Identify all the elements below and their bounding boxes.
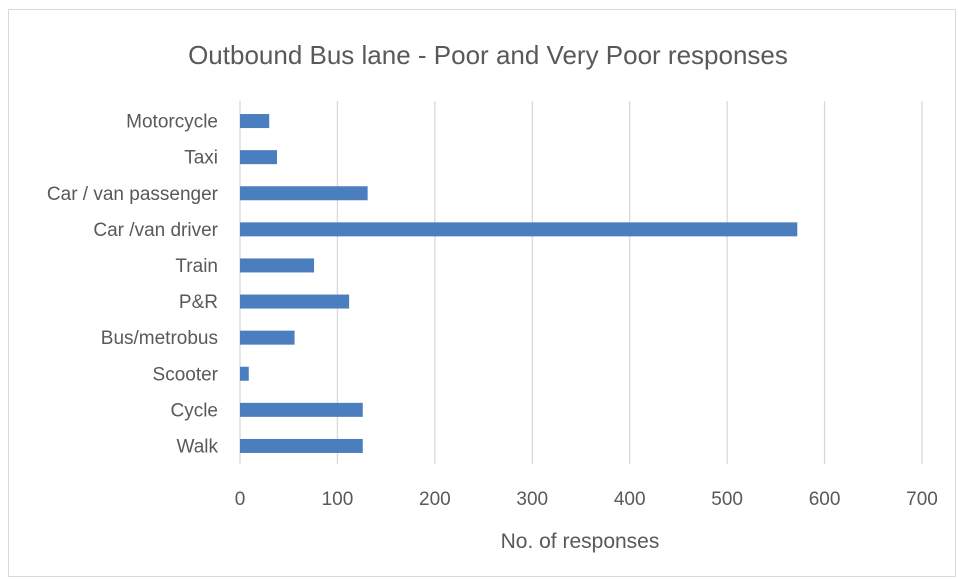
category-label: Car /van driver (93, 220, 218, 241)
bar (240, 402, 363, 417)
x-tick-label: 0 (235, 489, 246, 510)
category-label: Walk (176, 436, 218, 457)
x-axis-title: No. of responses (501, 530, 660, 553)
category-label: Train (175, 256, 218, 277)
bar (240, 294, 350, 309)
chart-title: Outbound Bus lane - Poor and Very Poor r… (188, 40, 788, 70)
x-tick-label: 300 (516, 489, 548, 510)
bar (240, 258, 315, 273)
x-tick-label: 400 (614, 489, 646, 510)
category-labels: Motorcycle Taxi Car / van passenger Car /va… (47, 112, 219, 458)
tick-labels: 0 100 200 300 400 500 600 700 (235, 489, 938, 510)
bar (240, 438, 363, 453)
category-label: Motorcycle (126, 112, 218, 133)
bar (240, 366, 249, 381)
bar (240, 222, 798, 237)
bar (240, 186, 368, 201)
bar (240, 150, 278, 165)
category-label: P&R (179, 292, 218, 313)
category-label: Bus/metrobus (101, 328, 218, 349)
category-label: Cycle (170, 400, 218, 421)
bar (240, 114, 270, 129)
chart-frame (8, 9, 956, 577)
bar (240, 330, 295, 345)
category-label: Taxi (184, 148, 218, 169)
x-tick-label: 600 (809, 489, 841, 510)
x-tick-label: 500 (711, 489, 743, 510)
x-tick-label: 100 (322, 489, 354, 510)
bars (240, 114, 798, 453)
x-tick-label: 200 (419, 489, 451, 510)
category-label: Car / van passenger (47, 184, 219, 205)
x-tick-label: 700 (906, 489, 938, 510)
category-label: Scooter (153, 364, 219, 385)
